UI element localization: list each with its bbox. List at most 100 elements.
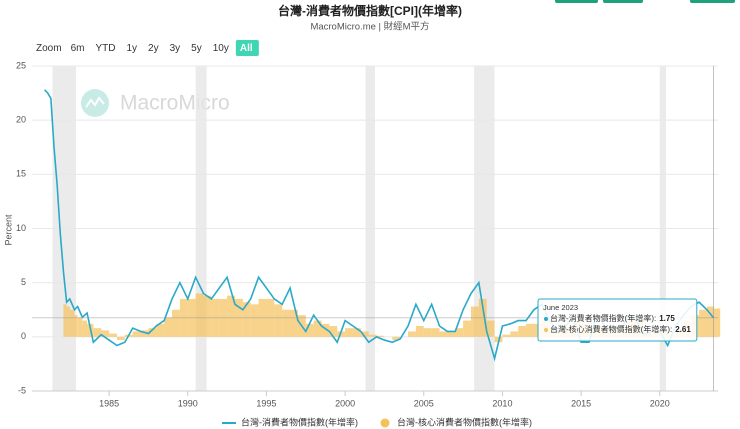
bar xyxy=(93,328,102,337)
bar xyxy=(368,334,377,337)
y-axis-label: Percent xyxy=(3,214,13,246)
watermark-icon xyxy=(85,96,105,108)
top-button[interactable] xyxy=(603,0,643,3)
x-tick-label: 1990 xyxy=(178,398,198,408)
tooltip-value: 2.61 xyxy=(675,325,691,334)
legend-swatch xyxy=(380,418,390,428)
range-button[interactable]: 6m xyxy=(71,43,85,54)
bar xyxy=(423,328,432,337)
watermark-text: MacroMicro xyxy=(120,92,230,115)
range-button[interactable]: 5y xyxy=(191,43,202,54)
range-button[interactable]: 10y xyxy=(213,43,229,54)
bar xyxy=(329,326,338,337)
bar xyxy=(156,323,165,337)
bar xyxy=(463,320,471,337)
bar xyxy=(274,304,283,337)
bar xyxy=(77,317,83,337)
x-tick-label: 1985 xyxy=(99,398,119,408)
bar xyxy=(360,331,369,337)
tooltip-box xyxy=(537,298,698,342)
bar xyxy=(250,304,259,337)
bar xyxy=(408,331,416,337)
bar xyxy=(203,295,212,337)
x-tick-label: 1995 xyxy=(256,398,276,408)
y-tick-label: 5 xyxy=(21,277,26,287)
bar xyxy=(502,334,511,337)
top-button[interactable] xyxy=(690,0,735,3)
tooltip-label: 台灣-消費者物價指數(年增率): xyxy=(550,313,656,323)
watermark: MacroMicro xyxy=(81,89,230,117)
bar xyxy=(431,328,440,337)
watermark-icon xyxy=(81,89,109,117)
y-tick-label: -5 xyxy=(18,385,26,395)
bar xyxy=(82,320,88,337)
bar xyxy=(392,336,401,341)
x-tick-label: 2015 xyxy=(571,398,591,408)
zoom-label: Zoom xyxy=(36,43,62,54)
legend-label[interactable]: 台灣-核心消費者物價指數(年增率) xyxy=(397,416,532,427)
range-button[interactable]: 2y xyxy=(148,43,159,54)
bar xyxy=(447,331,456,337)
y-tick-label: 20 xyxy=(16,115,26,125)
bar xyxy=(455,328,464,337)
bar xyxy=(242,302,251,337)
tooltip-marker xyxy=(544,328,548,332)
bar xyxy=(148,328,157,337)
bar xyxy=(486,320,495,337)
bar xyxy=(164,317,173,337)
bar xyxy=(109,333,117,337)
range-button[interactable]: All xyxy=(240,43,253,54)
top-button[interactable] xyxy=(555,0,598,3)
bar xyxy=(518,326,527,337)
range-button[interactable]: 3y xyxy=(170,43,181,54)
chart-title: 台灣-消費者物價指數[CPI](年增率) xyxy=(278,3,462,18)
bar xyxy=(116,336,125,341)
x-tick-label: 2020 xyxy=(650,398,670,408)
tooltip-title: June 2023 xyxy=(543,303,578,312)
bar xyxy=(195,293,204,337)
legend-label[interactable]: 台灣-消費者物價指數(年增率) xyxy=(241,416,358,427)
bar xyxy=(345,328,353,337)
range-button[interactable]: YTD xyxy=(95,43,115,54)
x-tick-label: 2000 xyxy=(335,398,355,408)
y-tick-label: 0 xyxy=(21,331,26,341)
bar xyxy=(470,306,479,337)
bar xyxy=(439,331,448,337)
y-tick-label: 15 xyxy=(16,169,26,179)
bar xyxy=(337,331,346,337)
bar xyxy=(713,308,721,337)
range-button[interactable]: 1y xyxy=(126,43,137,54)
bar xyxy=(415,326,424,337)
bar xyxy=(74,315,78,337)
bar xyxy=(376,335,385,337)
bar xyxy=(132,331,141,337)
tooltip-value: 1.75 xyxy=(659,314,675,323)
bar xyxy=(706,306,714,337)
x-tick-label: 2010 xyxy=(492,398,512,408)
bar xyxy=(290,309,298,337)
bar xyxy=(699,309,707,337)
bar xyxy=(321,323,330,337)
tooltip-label: 台灣-核心消費者物價指數(年增率): xyxy=(550,324,672,334)
bar xyxy=(172,309,180,337)
bar xyxy=(352,328,361,337)
y-tick-label: 25 xyxy=(16,60,26,70)
bar xyxy=(313,320,322,337)
bar xyxy=(227,295,235,337)
bar xyxy=(305,323,314,337)
range-button-active xyxy=(235,40,259,56)
bar xyxy=(69,309,75,337)
bar xyxy=(510,331,519,337)
bar xyxy=(526,323,534,337)
bar xyxy=(140,330,149,337)
bar xyxy=(66,306,70,337)
x-tick-label: 2005 xyxy=(414,398,434,408)
bar xyxy=(101,330,110,337)
chart-subtitle: MacroMicro.me | 財經M平方 xyxy=(310,21,429,33)
tooltip-marker xyxy=(544,317,548,321)
bar xyxy=(63,304,67,337)
bar xyxy=(282,309,291,337)
